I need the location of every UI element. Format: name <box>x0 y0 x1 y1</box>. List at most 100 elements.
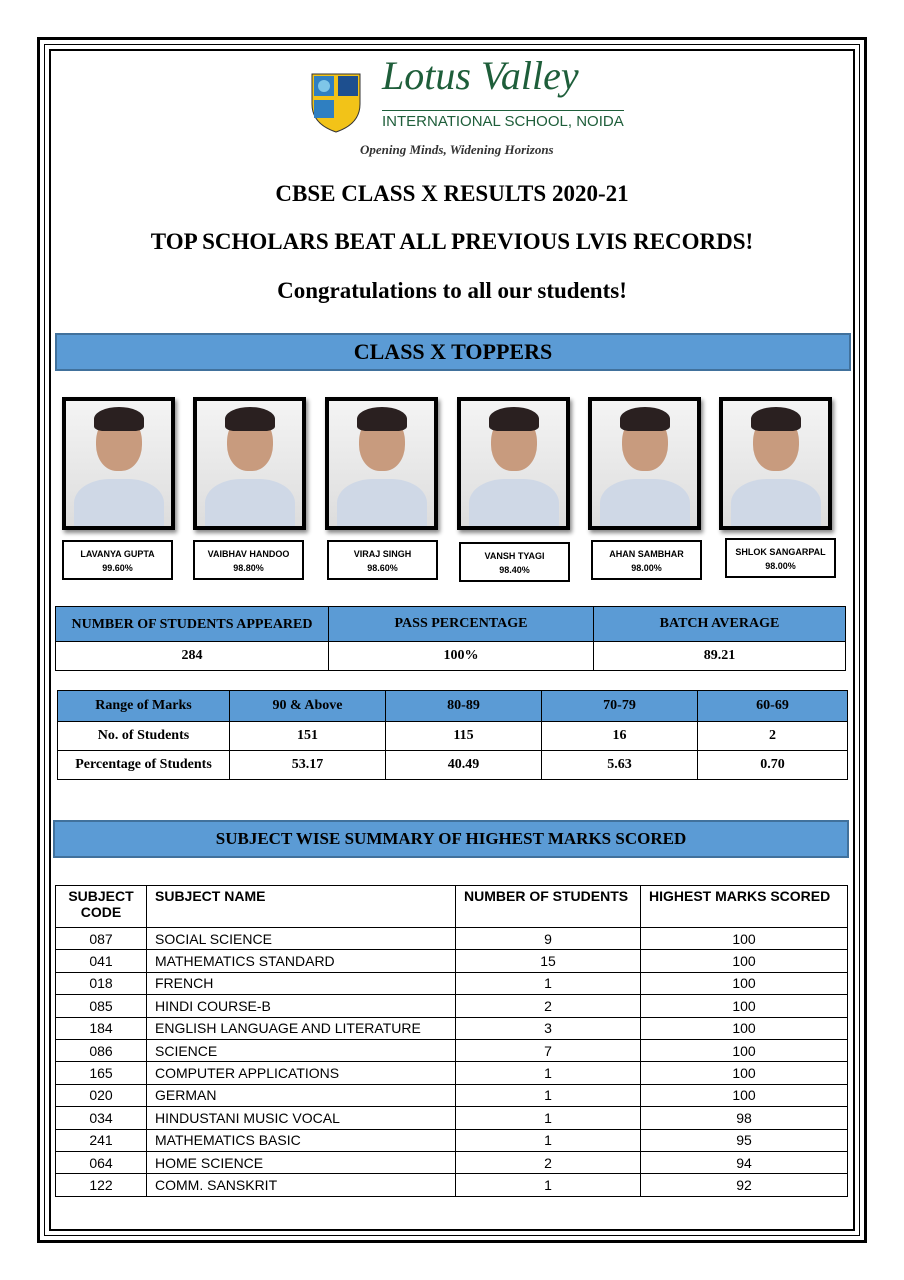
cell: 1 <box>455 1083 641 1108</box>
logo-school: INTERNATIONAL SCHOOL, NOIDA <box>382 110 624 130</box>
range-header: 70-79 <box>541 690 698 722</box>
table-row: 085 HINDI COURSE-B 2 100 <box>55 994 848 1018</box>
topper-card: SHLOK SANGARPAL 98.00% <box>725 538 836 578</box>
range-header: 80-89 <box>385 690 542 722</box>
range-header: Range of Marks <box>57 690 230 722</box>
stats-table: NUMBER OF STUDENTS APPEARED PASS PERCENTA… <box>55 606 846 671</box>
cell: 2 <box>455 1150 641 1175</box>
table-row: 087 SOCIAL SCIENCE 9 100 <box>55 926 848 951</box>
table-row: 165 COMPUTER APPLICATIONS 1 100 <box>55 1061 848 1085</box>
congrats-text: Congratulations to all our students! <box>277 278 627 303</box>
school-logo: Lotus Valley INTERNATIONAL SCHOOL, NOIDA… <box>290 52 624 164</box>
page-border-innermost <box>49 49 855 1231</box>
stats-header: BATCH AVERAGE <box>593 606 846 642</box>
table-row: 034 HINDUSTANI MUSIC VOCAL 1 98 <box>55 1106 848 1130</box>
cell: 100 <box>640 1038 848 1063</box>
ranges-table: Range of Marks 90 & Above 80-89 70-79 60-69 … <box>57 690 848 780</box>
cell: 53.17 <box>229 750 386 780</box>
cell: 064 <box>55 1150 147 1175</box>
table-row: No. of Students 151 115 16 2 <box>57 721 848 751</box>
cell: 100 <box>640 1061 848 1085</box>
stats-value: 100% <box>328 641 594 671</box>
topper-card: LAVANYA GUPTA 99.60% <box>62 540 173 580</box>
cell: 92 <box>640 1173 848 1197</box>
topper-score: 98.80% <box>233 563 264 573</box>
cell: 15 <box>455 949 641 973</box>
stats-header: PASS PERCENTAGE <box>328 606 594 642</box>
cell: 018 <box>55 971 147 996</box>
cell: HINDUSTANI MUSIC VOCAL <box>146 1106 456 1130</box>
table-row: 064 HOME SCIENCE 2 94 <box>55 1150 848 1175</box>
stats-value: 89.21 <box>593 641 846 671</box>
table-row: 041 MATHEMATICS STANDARD 15 100 <box>55 949 848 973</box>
cell: 100 <box>640 1083 848 1108</box>
cell: 2 <box>455 994 641 1018</box>
cell: 40.49 <box>385 750 542 780</box>
cell: 1 <box>455 1061 641 1085</box>
cell: FRENCH <box>146 971 456 996</box>
topper-photo <box>325 397 438 530</box>
row-label: Percentage of Students <box>57 750 230 780</box>
topper-score: 98.60% <box>367 563 398 573</box>
page-subtitle: TOP SCHOLARS BEAT ALL PREVIOUS LVIS RECO… <box>150 229 754 254</box>
topper-photo <box>193 397 306 530</box>
cell: 100 <box>640 994 848 1018</box>
cell: 2 <box>697 721 848 751</box>
subjects-table: SUBJECT CODE SUBJECT NAME NUMBER OF STUDEN… <box>55 885 848 1197</box>
cell: 1 <box>455 1173 641 1197</box>
subject-header: SUBJECT CODE <box>55 885 147 928</box>
table-row: 122 COMM. SANSKRIT 1 92 <box>55 1173 848 1197</box>
cell: 1 <box>455 1128 641 1152</box>
cell: 98 <box>640 1106 848 1130</box>
cell: 16 <box>541 721 698 751</box>
cell: SOCIAL SCIENCE <box>146 926 456 951</box>
cell: 087 <box>55 926 147 951</box>
subject-header: SUBJECT NAME <box>146 885 456 928</box>
topper-name: VANSH TYAGI <box>484 551 545 561</box>
cell: 122 <box>55 1173 147 1197</box>
logo-tagline: Opening Minds, Widening Horizons <box>360 142 554 157</box>
logo-name: Lotus Valley <box>382 53 579 98</box>
topper-photo <box>62 397 175 530</box>
stats-header: NUMBER OF STUDENTS APPEARED <box>55 606 329 642</box>
page-title: CBSE CLASS X RESULTS 2020-21 <box>275 181 629 206</box>
cell: 184 <box>55 1016 147 1040</box>
cell: COMPUTER APPLICATIONS <box>146 1061 456 1085</box>
topper-name: SHLOK SANGARPAL <box>735 547 826 557</box>
page-border <box>37 37 867 1243</box>
topper-card: VAIBHAV HANDOO 98.80% <box>193 540 304 580</box>
table-row: 020 GERMAN 1 100 <box>55 1083 848 1108</box>
cell: HOME SCIENCE <box>146 1150 456 1175</box>
topper-name: LAVANYA GUPTA <box>80 549 155 559</box>
cell: MATHEMATICS STANDARD <box>146 949 456 973</box>
table-row: 086 SCIENCE 7 100 <box>55 1038 848 1063</box>
row-label: No. of Students <box>57 721 230 751</box>
subject-banner: SUBJECT WISE SUMMARY OF HIGHEST MARKS SC… <box>53 820 849 858</box>
topper-score: 98.00% <box>765 561 796 571</box>
topper-name: VIRAJ SINGH <box>353 549 412 559</box>
topper-card: AHAN SAMBHAR 98.00% <box>591 540 702 580</box>
cell: 020 <box>55 1083 147 1108</box>
cell: 3 <box>455 1016 641 1040</box>
cell: 9 <box>455 926 641 951</box>
topper-card: VIRAJ SINGH 98.60% <box>327 540 438 580</box>
table-row: Percentage of Students 53.17 40.49 5.63 0.70 <box>57 750 848 780</box>
school-crest-icon <box>311 73 361 133</box>
cell: 041 <box>55 949 147 973</box>
cell: 1 <box>455 1106 641 1130</box>
cell: GERMAN <box>146 1083 456 1108</box>
cell: 100 <box>640 971 848 996</box>
range-header: 90 & Above <box>229 690 386 722</box>
topper-score: 98.00% <box>631 563 662 573</box>
topper-photo <box>457 397 570 530</box>
cell: COMM. SANSKRIT <box>146 1173 456 1197</box>
table-row: 241 MATHEMATICS BASIC 1 95 <box>55 1128 848 1152</box>
subject-header: HIGHEST MARKS SCORED <box>640 885 848 928</box>
cell: 94 <box>640 1150 848 1175</box>
stats-value: 284 <box>55 641 329 671</box>
cell: 086 <box>55 1038 147 1063</box>
cell: 241 <box>55 1128 147 1152</box>
cell: 0.70 <box>697 750 848 780</box>
table-row: 184 ENGLISH LANGUAGE AND LITERATURE 3 100 <box>55 1016 848 1040</box>
